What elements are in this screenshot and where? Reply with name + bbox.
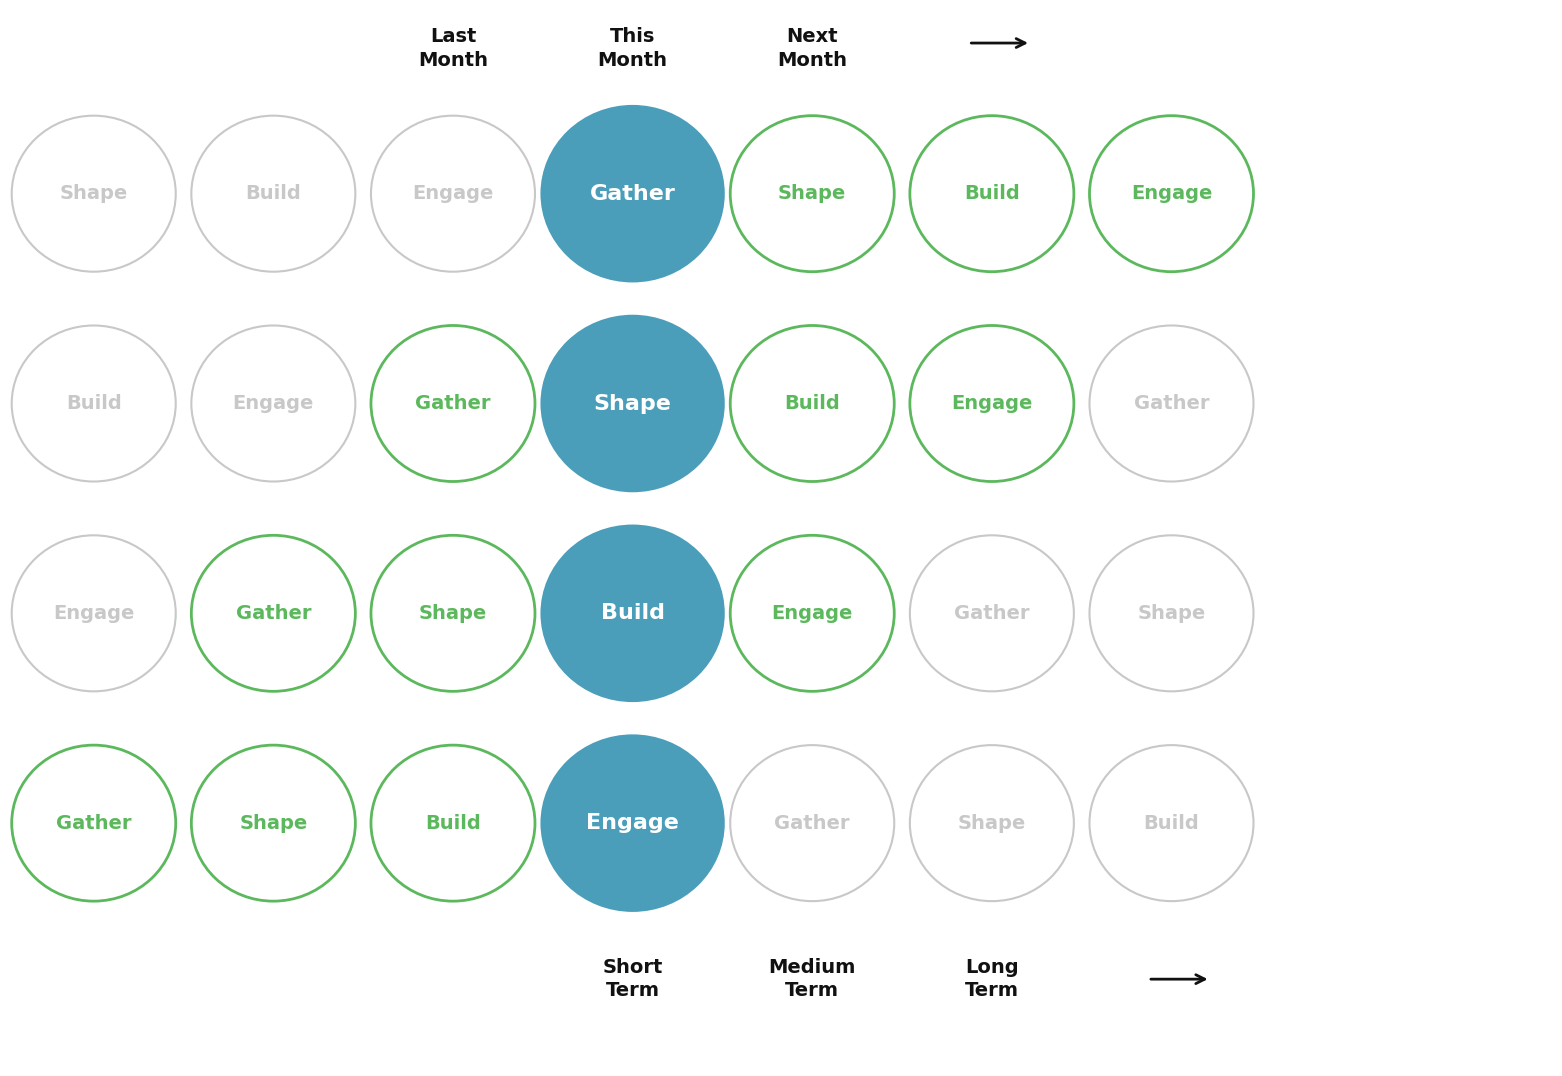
Ellipse shape — [1089, 535, 1253, 692]
Text: Shape: Shape — [239, 813, 308, 833]
Text: Medium
Term: Medium Term — [769, 958, 856, 1001]
Ellipse shape — [729, 325, 893, 482]
Ellipse shape — [1089, 745, 1253, 902]
Text: This
Month: This Month — [598, 27, 667, 70]
Text: Build: Build — [245, 184, 301, 203]
Text: Shape: Shape — [778, 184, 847, 203]
Ellipse shape — [729, 745, 893, 902]
Text: Build: Build — [601, 604, 664, 623]
Ellipse shape — [370, 535, 534, 692]
Text: Gather: Gather — [415, 394, 490, 413]
Ellipse shape — [540, 104, 725, 283]
Ellipse shape — [370, 116, 534, 272]
Text: Gather: Gather — [56, 813, 131, 833]
Ellipse shape — [191, 325, 355, 482]
Text: Shape: Shape — [958, 813, 1026, 833]
Ellipse shape — [1089, 325, 1253, 482]
Text: Build: Build — [66, 394, 122, 413]
Text: Gather: Gather — [954, 604, 1029, 623]
Ellipse shape — [12, 116, 175, 272]
Text: Build: Build — [964, 184, 1020, 203]
Ellipse shape — [191, 745, 355, 902]
Text: Engage: Engage — [1131, 184, 1212, 203]
Text: Engage: Engage — [412, 184, 494, 203]
Text: Shape: Shape — [59, 184, 128, 203]
Text: Gather: Gather — [236, 604, 311, 623]
Ellipse shape — [540, 734, 725, 912]
Ellipse shape — [370, 325, 534, 482]
Text: Next
Month: Next Month — [778, 27, 847, 70]
Ellipse shape — [191, 535, 355, 692]
Text: Gather: Gather — [1134, 394, 1209, 413]
Text: Shape: Shape — [1137, 604, 1206, 623]
Text: Engage: Engage — [772, 604, 853, 623]
Ellipse shape — [729, 116, 893, 272]
Text: Shape: Shape — [594, 394, 672, 413]
Text: Build: Build — [784, 394, 840, 413]
Ellipse shape — [12, 745, 175, 902]
Text: Last
Month: Last Month — [419, 27, 487, 70]
Text: Engage: Engage — [951, 394, 1032, 413]
Ellipse shape — [729, 535, 893, 692]
Text: Engage: Engage — [586, 813, 679, 833]
Text: Short
Term: Short Term — [603, 958, 662, 1001]
Ellipse shape — [909, 535, 1075, 692]
Text: Shape: Shape — [419, 604, 487, 623]
Ellipse shape — [370, 745, 534, 902]
Ellipse shape — [191, 116, 355, 272]
Ellipse shape — [1089, 116, 1253, 272]
Ellipse shape — [540, 524, 725, 703]
Text: Gather: Gather — [590, 184, 675, 203]
Ellipse shape — [540, 315, 725, 493]
Text: Build: Build — [425, 813, 481, 833]
Ellipse shape — [909, 325, 1075, 482]
Text: Gather: Gather — [775, 813, 850, 833]
Text: Engage: Engage — [233, 394, 314, 413]
Ellipse shape — [12, 535, 175, 692]
Text: Build: Build — [1143, 813, 1200, 833]
Text: Engage: Engage — [53, 604, 134, 623]
Ellipse shape — [909, 745, 1075, 902]
Ellipse shape — [12, 325, 175, 482]
Text: Long
Term: Long Term — [965, 958, 1018, 1001]
Ellipse shape — [909, 116, 1075, 272]
